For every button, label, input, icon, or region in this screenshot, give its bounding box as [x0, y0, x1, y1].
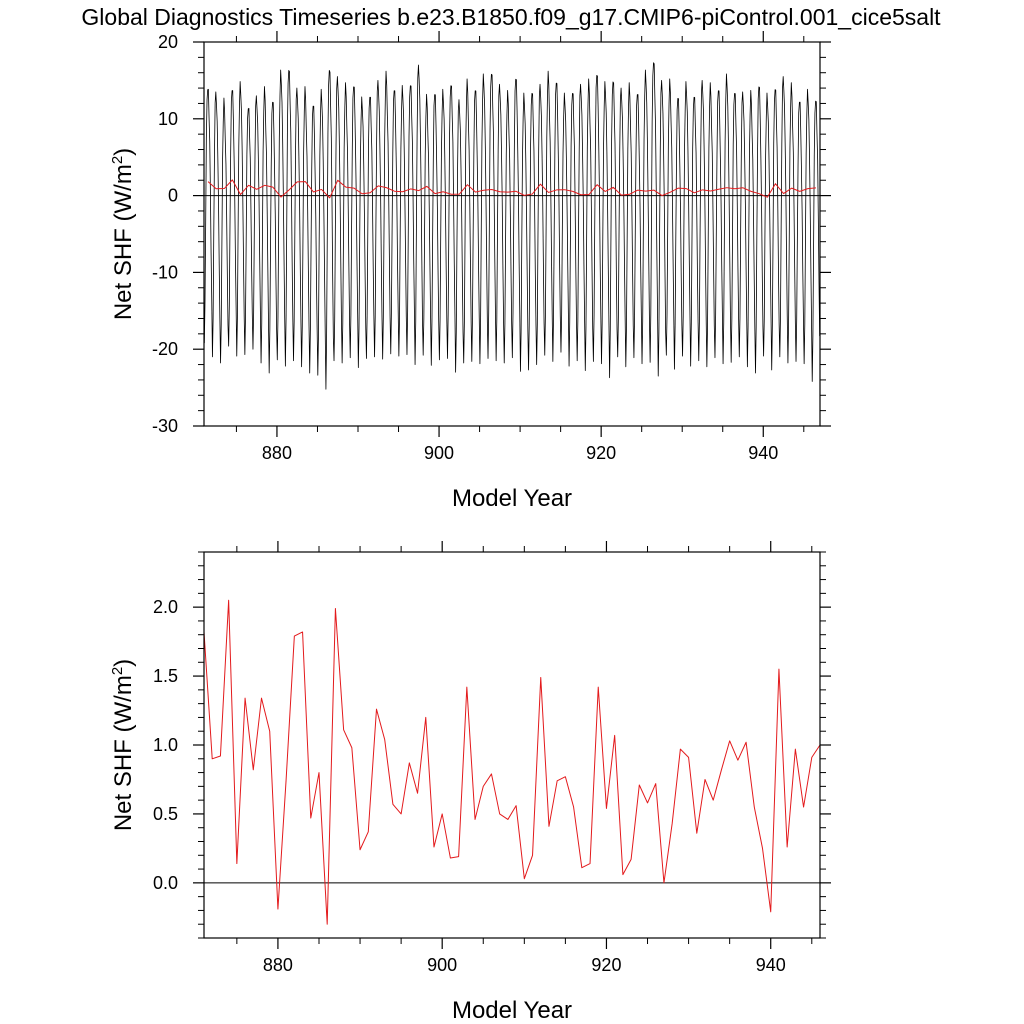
y-tick-label: -20 [152, 339, 178, 359]
top-y-axis-title: Net SHF (W/m2) [109, 148, 137, 320]
x-tick-label: 920 [591, 955, 621, 975]
top-annual-series [207, 179, 816, 199]
top-plot-frame [203, 41, 821, 427]
annual-series-line [204, 599, 820, 925]
top-y-tick-labels: 20 10 0 -10 -20 -30 [152, 32, 178, 436]
top-panel: 880 900 920 940 20 10 0 -10 -20 -30 Model Year N… [109, 31, 831, 512]
bottom-y-axis-title: Net SHF (W/m2) [109, 659, 137, 831]
figure-title: Global Diagnostics Timeseries b.e23.B185… [81, 4, 941, 30]
y-tick-label: -10 [152, 262, 178, 282]
monthly-series-line [204, 62, 820, 390]
bottom-annual-series [204, 599, 820, 925]
bottom-plot-frame [203, 551, 821, 939]
x-tick-label: 900 [424, 443, 454, 463]
bottom-y-tick-labels: 2.0 1.5 1.0 0.5 0.0 [153, 597, 178, 893]
y-tick-label: 0.5 [153, 804, 178, 824]
x-tick-label: 880 [262, 443, 292, 463]
y-tick-label: 1.5 [153, 666, 178, 686]
y-tick-label: 20 [158, 32, 178, 52]
bottom-axis-ticks [193, 541, 831, 949]
bottom-panel: 880 900 920 940 2.01.51.00.50.0 Model Year … [109, 541, 831, 1024]
top-x-tick-labels: 880 900 920 940 [262, 443, 778, 463]
x-tick-label: 940 [748, 443, 778, 463]
annual-series-line [207, 179, 816, 199]
y-tick-label: 1.0 [153, 735, 178, 755]
top-axis-ticks [193, 31, 831, 437]
x-tick-label: 900 [427, 955, 457, 975]
y-tick-label: 0 [168, 186, 178, 206]
bottom-x-axis-title: Model Year [452, 997, 572, 1024]
top-y-axis-title-close: ) [110, 148, 137, 156]
x-tick-label: 920 [586, 443, 616, 463]
y-tick-label: 2.0 [153, 597, 178, 617]
bottom-y-axis-title-sup: 2 [109, 667, 126, 675]
top-monthly-series [204, 62, 820, 390]
y-tick-label: 0.0 [153, 873, 178, 893]
x-tick-label: 880 [263, 955, 293, 975]
bottom-x-tick-labels: 880 900 920 940 [263, 955, 786, 975]
top-y-axis-title-main: Net SHF (W/m [110, 164, 137, 320]
bottom-y-axis-title-close: ) [110, 659, 137, 667]
top-x-axis-title: Model Year [452, 485, 572, 512]
y-tick-label: 10 [158, 109, 178, 129]
bottom-y-axis-title-main: Net SHF (W/m [110, 675, 137, 831]
x-tick-label: 940 [756, 955, 786, 975]
y-tick-label: -30 [152, 416, 178, 436]
top-y-axis-title-sup: 2 [109, 156, 126, 164]
